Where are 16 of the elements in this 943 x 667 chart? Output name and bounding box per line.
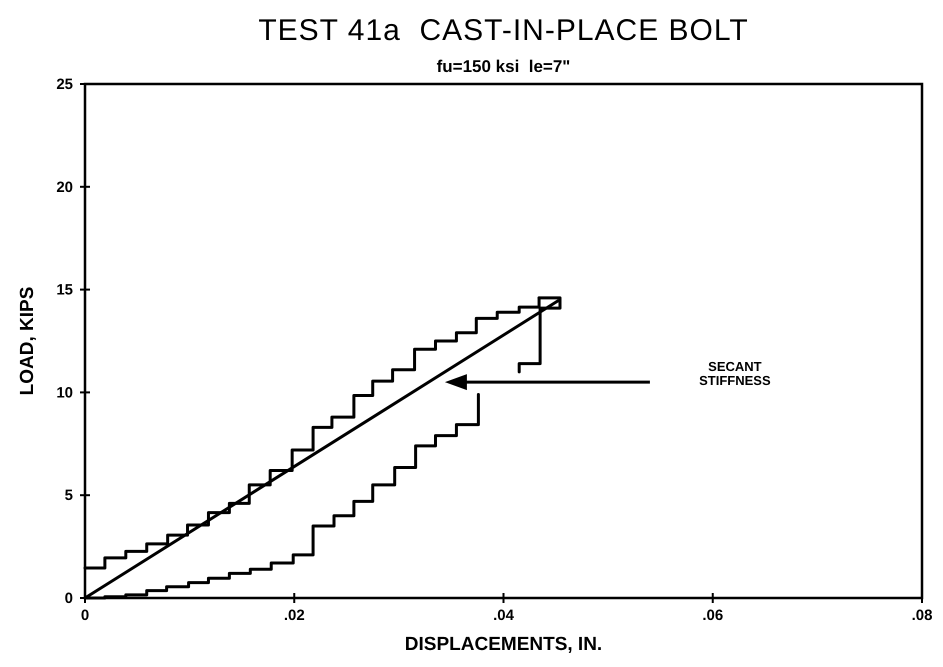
chart-title: TEST 41a CAST-IN-PLACE BOLT bbox=[258, 14, 749, 47]
annotation: SECANT STIFFNESS bbox=[699, 359, 771, 388]
y-tick-label: 20 bbox=[56, 178, 73, 196]
x-tick-label: .04 bbox=[493, 607, 515, 624]
y-tick-label: 0 bbox=[64, 590, 73, 607]
chart-subtitle: fu=150 ksi le=7" bbox=[436, 57, 570, 76]
y-axis-title: LOAD, KIPS bbox=[17, 286, 38, 396]
x-tick-label: 0 bbox=[80, 607, 90, 624]
y-tick-label: 10 bbox=[56, 384, 73, 402]
x-tick-label: .08 bbox=[912, 607, 932, 624]
y-tick-label: 5 bbox=[64, 487, 73, 504]
x-tick-label: .02 bbox=[284, 607, 305, 624]
x-tick-label: .06 bbox=[702, 607, 724, 624]
y-tick-label: 15 bbox=[56, 282, 73, 299]
y-tick-label: 25 bbox=[56, 76, 73, 93]
x-axis-title: DISPLACEMENTS, IN. bbox=[404, 634, 602, 655]
